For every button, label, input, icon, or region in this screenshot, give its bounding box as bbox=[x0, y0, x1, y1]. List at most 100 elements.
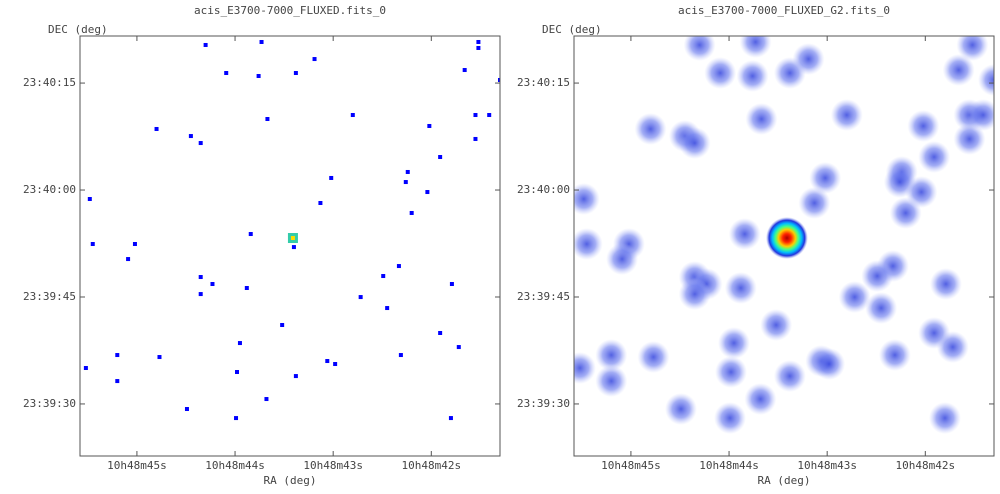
source-blob bbox=[724, 272, 757, 304]
source-pixel bbox=[248, 232, 253, 237]
source-pixel bbox=[498, 77, 500, 82]
source-pixel bbox=[235, 370, 240, 374]
source-blob bbox=[792, 43, 825, 76]
plot-border bbox=[573, 35, 995, 457]
source-pixel bbox=[237, 341, 242, 346]
source-pixel bbox=[90, 242, 95, 247]
source-pixel bbox=[325, 359, 330, 364]
y-tick-label: 23:39:30 bbox=[517, 397, 570, 410]
source-pixel bbox=[210, 282, 215, 287]
source-blob bbox=[664, 393, 697, 426]
source-pixel bbox=[350, 113, 355, 118]
source-pixel bbox=[409, 210, 414, 215]
source-blob bbox=[739, 36, 772, 58]
source-blob bbox=[760, 309, 793, 342]
x-tick-label: 10h48m45s bbox=[601, 459, 661, 472]
source-pixel bbox=[280, 323, 285, 328]
source-blob bbox=[953, 122, 986, 155]
source-pixel bbox=[83, 366, 88, 371]
y-tick-label: 23:40:15 bbox=[23, 76, 76, 89]
source-pixel bbox=[476, 39, 481, 44]
source-blob bbox=[728, 218, 761, 251]
source-pixel bbox=[157, 355, 162, 360]
source-pixel bbox=[405, 169, 410, 174]
source-pixel bbox=[473, 136, 478, 141]
source-blob bbox=[637, 341, 670, 374]
source-pixel bbox=[154, 126, 159, 131]
source-pixel bbox=[398, 353, 403, 358]
source-blob bbox=[830, 99, 863, 132]
source-pixel bbox=[265, 117, 270, 122]
source-blob bbox=[683, 36, 716, 61]
source-pixel bbox=[293, 374, 298, 379]
source-pixel bbox=[312, 57, 317, 62]
source-pixel bbox=[87, 197, 92, 202]
y-tick-label: 23:40:15 bbox=[517, 76, 570, 89]
x-tick-label: 10h48m42s bbox=[896, 459, 956, 472]
source-blob bbox=[634, 112, 667, 145]
source-pixel bbox=[224, 71, 229, 76]
source-pixel bbox=[462, 68, 467, 73]
source-pixel bbox=[329, 175, 334, 180]
source-pixel bbox=[198, 292, 203, 297]
source-pixel bbox=[487, 113, 492, 118]
x-tick-label: 10h48m44s bbox=[699, 459, 759, 472]
source-blob bbox=[978, 64, 994, 96]
y-axis-label: DEC (deg) bbox=[542, 23, 602, 36]
source-pixel bbox=[318, 201, 323, 206]
source-blob bbox=[715, 356, 748, 388]
x-tick-label: 10h48m45s bbox=[107, 459, 167, 472]
source-blob bbox=[838, 281, 871, 314]
source-pixel bbox=[203, 42, 208, 47]
y-tick-label: 23:39:45 bbox=[517, 290, 570, 303]
source-pixel bbox=[234, 416, 239, 421]
plot-border bbox=[79, 35, 501, 457]
source-pixel bbox=[184, 407, 189, 412]
source-pixel bbox=[358, 295, 363, 300]
x-tick-label: 10h48m43s bbox=[797, 459, 857, 472]
source-pixel bbox=[449, 282, 454, 287]
source-pixel bbox=[438, 155, 443, 160]
source-pixel bbox=[198, 275, 203, 280]
x-tick-label: 10h48m44s bbox=[205, 459, 265, 472]
source-blob bbox=[929, 268, 962, 301]
x-tick-label: 10h48m42s bbox=[402, 459, 462, 472]
source-pixel bbox=[126, 257, 131, 262]
source-pixel bbox=[115, 379, 120, 384]
source-pixel bbox=[381, 274, 386, 279]
source-blob bbox=[745, 103, 778, 136]
source-blob bbox=[678, 127, 711, 160]
source-blob bbox=[773, 360, 806, 393]
peak-core bbox=[290, 236, 295, 241]
source-pixel bbox=[403, 180, 408, 185]
source-pixel bbox=[448, 416, 453, 421]
source-pixel bbox=[132, 242, 137, 247]
source-blob bbox=[861, 260, 894, 293]
x-tick-label: 10h48m43s bbox=[303, 459, 363, 472]
source-blob bbox=[967, 99, 994, 132]
source-blob bbox=[878, 339, 911, 372]
source-blob bbox=[595, 365, 628, 398]
source-blob bbox=[678, 278, 711, 311]
source-blob bbox=[809, 161, 842, 194]
x-axis-label: RA (deg) bbox=[758, 474, 811, 487]
x-axis-label: RA (deg) bbox=[264, 474, 317, 487]
source-blob bbox=[744, 383, 777, 416]
source-pixel bbox=[425, 190, 430, 195]
source-blob bbox=[717, 327, 750, 360]
y-tick-label: 23:39:45 bbox=[23, 290, 76, 303]
plot-frame bbox=[79, 35, 501, 457]
source-blob bbox=[936, 331, 969, 364]
source-pixel bbox=[396, 264, 401, 269]
source-blob bbox=[928, 402, 961, 435]
source-blob bbox=[798, 187, 831, 220]
source-blob bbox=[574, 183, 600, 216]
source-pixel bbox=[293, 71, 298, 76]
source-pixel bbox=[264, 397, 269, 402]
source-blob bbox=[714, 402, 747, 435]
chart-title: acis_E3700-7000_FLUXED_G2.fits_0 bbox=[678, 4, 890, 17]
source-blob bbox=[606, 243, 639, 276]
y-tick-label: 23:39:30 bbox=[23, 397, 76, 410]
source-pixel bbox=[259, 39, 264, 44]
